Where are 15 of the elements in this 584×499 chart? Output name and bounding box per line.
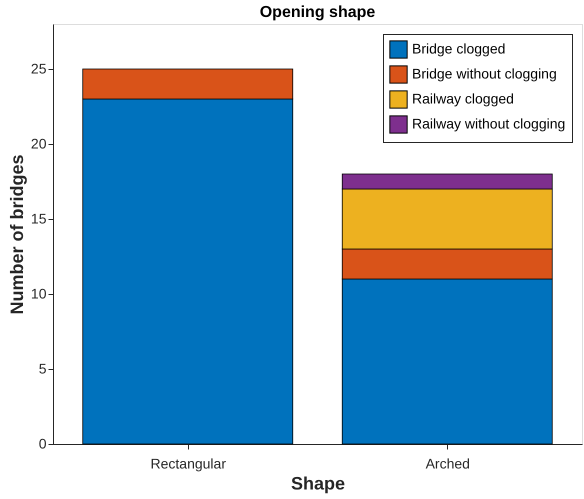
y-tick-label: 25 (30, 60, 47, 76)
y-tick-label: 5 (38, 360, 47, 376)
x-axis-title: Shape (290, 474, 346, 494)
y-tick-label: 15 (30, 210, 47, 226)
y-tick-label: 10 (30, 286, 47, 302)
x-tick-label: Rectangular (150, 456, 226, 472)
legend-label: Railway without clogging (412, 116, 566, 132)
legend-label: Bridge without clogging (412, 66, 557, 82)
x-tick-label: Arched (426, 456, 470, 472)
legend-label: Railway clogged (412, 90, 514, 106)
legend-label: Bridge clogged (412, 40, 506, 56)
chart-title: Opening shape (260, 4, 376, 21)
y-tick-label: 0 (38, 436, 47, 452)
y-axis-title: Number of bridges (6, 154, 27, 315)
y-tick-label: 20 (30, 136, 47, 152)
